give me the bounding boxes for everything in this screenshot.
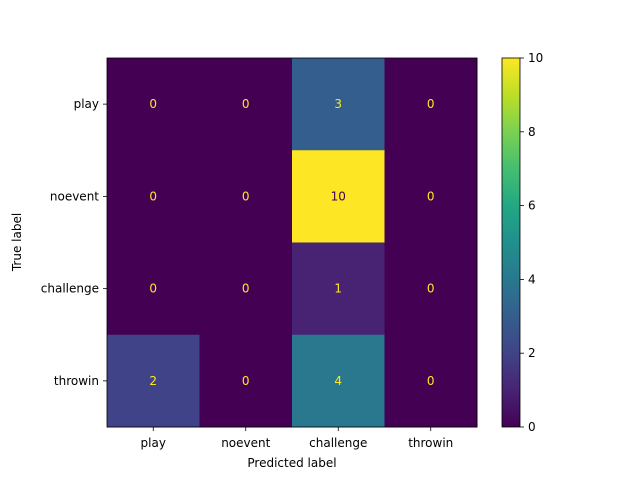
heatmap-cell <box>384 242 478 336</box>
y-tick-label: challenge <box>41 282 99 296</box>
heatmap-cell <box>384 334 478 428</box>
y-tick-label: play <box>74 97 99 111</box>
cell-value-label: 0 <box>149 282 157 296</box>
heatmap-cell <box>292 58 385 151</box>
heatmap-cell <box>107 242 200 336</box>
cell-value-label: 0 <box>242 282 250 296</box>
cell-value-label: 0 <box>149 189 157 203</box>
colorbar-tick-label: 2 <box>528 346 536 360</box>
colorbar-ticks: 0 2 4 6 8 10 <box>520 51 543 434</box>
heatmap-cell <box>107 334 200 428</box>
x-axis-label: Predicted label <box>247 456 336 470</box>
cell-value-label: 3 <box>334 97 342 111</box>
cell-value-label: 0 <box>427 97 435 111</box>
cell-value-label: 10 <box>331 189 346 203</box>
heatmap-cell <box>292 242 385 336</box>
cell-value-label: 0 <box>427 374 435 388</box>
y-tick-label: throwin <box>54 374 99 388</box>
cell-value-label: 2 <box>149 374 157 388</box>
x-tick-label: noevent <box>221 436 270 450</box>
colorbar-tick-label: 6 <box>528 199 536 213</box>
y-axis-label: True label <box>10 213 24 272</box>
colorbar-tick-label: 10 <box>528 51 543 65</box>
cell-value-label: 0 <box>242 189 250 203</box>
y-tick-label: noevent <box>50 189 99 203</box>
cell-value-label: 0 <box>427 282 435 296</box>
colorbar-tick-label: 4 <box>528 272 536 286</box>
colorbar-tick-label: 0 <box>528 420 536 434</box>
heatmap-cell-labels: 0 0 3 00 0 10 00 0 1 02 0 4 0 <box>149 97 434 388</box>
heatmap-cell <box>199 150 293 243</box>
heatmap-cell <box>199 334 293 428</box>
colorbar-tick-label: 8 <box>528 125 536 139</box>
colorbar <box>501 57 521 428</box>
heatmap-cells <box>107 58 478 428</box>
x-axis-ticks: play noevent challenge throwin <box>141 427 453 450</box>
cell-value-label: 1 <box>334 282 342 296</box>
cell-value-label: 0 <box>149 97 157 111</box>
cell-value-label: 0 <box>242 97 250 111</box>
cell-value-label: 0 <box>242 374 250 388</box>
heatmap-cell <box>107 58 200 151</box>
heatmap-cell <box>292 150 385 243</box>
heatmap-cell <box>384 58 478 151</box>
plot-frame <box>106 57 478 428</box>
cell-value-label: 0 <box>427 189 435 203</box>
heatmap-cell <box>292 334 385 428</box>
heatmap-cell <box>384 150 478 243</box>
heatmap-cell <box>107 150 200 243</box>
y-axis-ticks: play noevent challenge throwin <box>41 97 107 388</box>
x-tick-label: challenge <box>309 436 367 450</box>
heatmap-cell <box>199 58 293 151</box>
x-tick-label: play <box>141 436 166 450</box>
cell-value-label: 4 <box>334 374 342 388</box>
x-tick-label: throwin <box>408 436 453 450</box>
heatmap-cell <box>199 242 293 336</box>
